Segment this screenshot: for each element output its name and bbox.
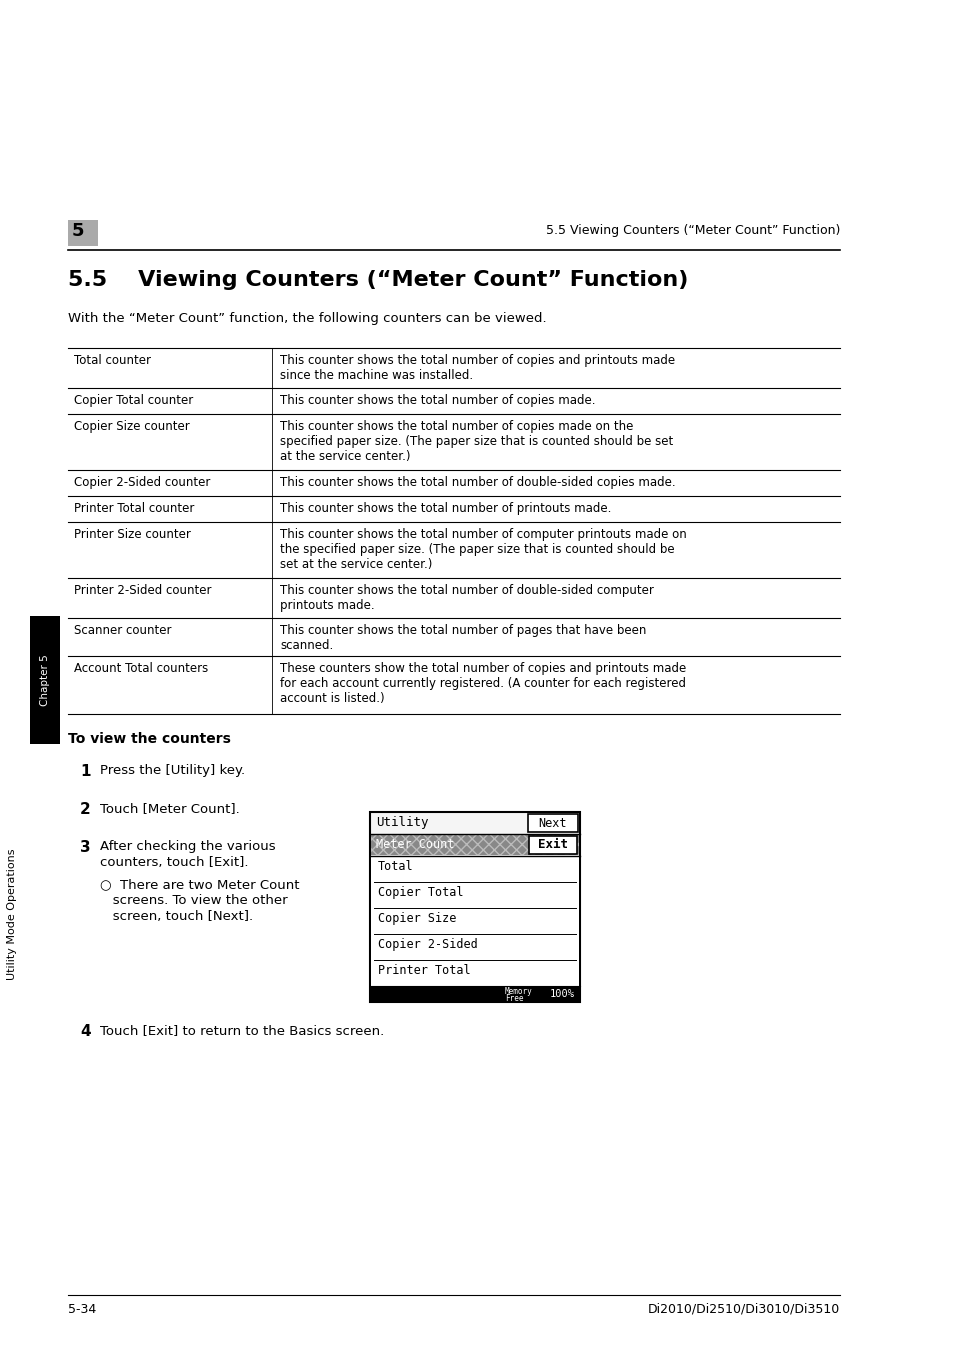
Text: Copier Total: Copier Total <box>377 886 463 898</box>
Text: Next: Next <box>538 817 567 830</box>
Text: Utility: Utility <box>375 816 428 830</box>
Text: Touch [Meter Count].: Touch [Meter Count]. <box>100 802 239 815</box>
Text: This counter shows the total number of copies and printouts made
since the machi: This counter shows the total number of c… <box>280 354 675 382</box>
Text: Copier 2-Sided counter: Copier 2-Sided counter <box>74 476 211 489</box>
Text: After checking the various: After checking the various <box>100 840 275 852</box>
Bar <box>371 988 578 1001</box>
Text: counters, touch [Exit].: counters, touch [Exit]. <box>100 857 248 869</box>
Bar <box>68 220 98 246</box>
Text: This counter shows the total number of pages that have been
scanned.: This counter shows the total number of p… <box>280 624 646 653</box>
Text: 5-34: 5-34 <box>68 1302 96 1316</box>
Bar <box>527 815 578 832</box>
Text: Copier 2-Sided: Copier 2-Sided <box>377 938 477 951</box>
Text: Printer Size counter: Printer Size counter <box>74 528 191 540</box>
Text: To view the counters: To view the counters <box>68 732 231 746</box>
Text: Free: Free <box>504 994 523 1002</box>
Text: Printer 2-Sided counter: Printer 2-Sided counter <box>74 584 212 597</box>
Text: 5.5    Viewing Counters (“Meter Count” Function): 5.5 Viewing Counters (“Meter Count” Func… <box>68 270 688 290</box>
Text: This counter shows the total number of printouts made.: This counter shows the total number of p… <box>280 503 611 515</box>
Text: 5: 5 <box>71 222 85 240</box>
Text: Meter Count: Meter Count <box>375 838 454 851</box>
Text: Memory: Memory <box>504 988 532 996</box>
Text: Di2010/Di2510/Di3010/Di3510: Di2010/Di2510/Di3010/Di3510 <box>647 1302 840 1316</box>
Text: These counters show the total number of copies and printouts made
for each accou: These counters show the total number of … <box>280 662 685 705</box>
Text: 100%: 100% <box>550 989 575 998</box>
Text: Copier Size: Copier Size <box>377 912 456 925</box>
Text: This counter shows the total number of double-sided copies made.: This counter shows the total number of d… <box>280 476 675 489</box>
Text: Total: Total <box>377 861 414 873</box>
Bar <box>371 835 578 855</box>
Text: 2: 2 <box>80 802 91 817</box>
Text: Total counter: Total counter <box>74 354 151 367</box>
Text: Account Total counters: Account Total counters <box>74 662 208 676</box>
Bar <box>371 835 578 855</box>
Text: This counter shows the total number of copies made.: This counter shows the total number of c… <box>280 394 595 407</box>
Text: Chapter 5: Chapter 5 <box>40 654 50 705</box>
Text: 4: 4 <box>80 1024 91 1039</box>
Text: Touch [Exit] to return to the Basics screen.: Touch [Exit] to return to the Basics scr… <box>100 1024 384 1038</box>
Bar <box>370 812 579 1002</box>
Text: This counter shows the total number of copies made on the
specified paper size. : This counter shows the total number of c… <box>280 420 673 463</box>
Text: 5.5 Viewing Counters (“Meter Count” Function): 5.5 Viewing Counters (“Meter Count” Func… <box>545 224 840 236</box>
Text: This counter shows the total number of computer printouts made on
the specified : This counter shows the total number of c… <box>280 528 686 571</box>
Text: screens. To view the other: screens. To view the other <box>100 894 287 907</box>
Text: Printer Total: Printer Total <box>377 965 470 977</box>
Text: Copier Total counter: Copier Total counter <box>74 394 193 407</box>
Text: ○  There are two Meter Count: ○ There are two Meter Count <box>100 878 299 892</box>
Bar <box>30 616 60 744</box>
Text: screen, touch [Next].: screen, touch [Next]. <box>100 911 253 923</box>
Text: Utility Mode Operations: Utility Mode Operations <box>7 848 17 979</box>
Text: Press the [Utility] key.: Press the [Utility] key. <box>100 765 245 777</box>
Bar <box>529 836 577 854</box>
Bar <box>371 857 578 986</box>
Text: Copier Size counter: Copier Size counter <box>74 420 190 434</box>
Text: 3: 3 <box>80 840 91 855</box>
Text: This counter shows the total number of double-sided computer
printouts made.: This counter shows the total number of d… <box>280 584 653 612</box>
Text: 1: 1 <box>80 765 91 780</box>
Text: Scanner counter: Scanner counter <box>74 624 172 638</box>
Text: With the “Meter Count” function, the following counters can be viewed.: With the “Meter Count” function, the fol… <box>68 312 546 326</box>
Text: Printer Total counter: Printer Total counter <box>74 503 194 515</box>
Text: Exit: Exit <box>537 838 567 851</box>
